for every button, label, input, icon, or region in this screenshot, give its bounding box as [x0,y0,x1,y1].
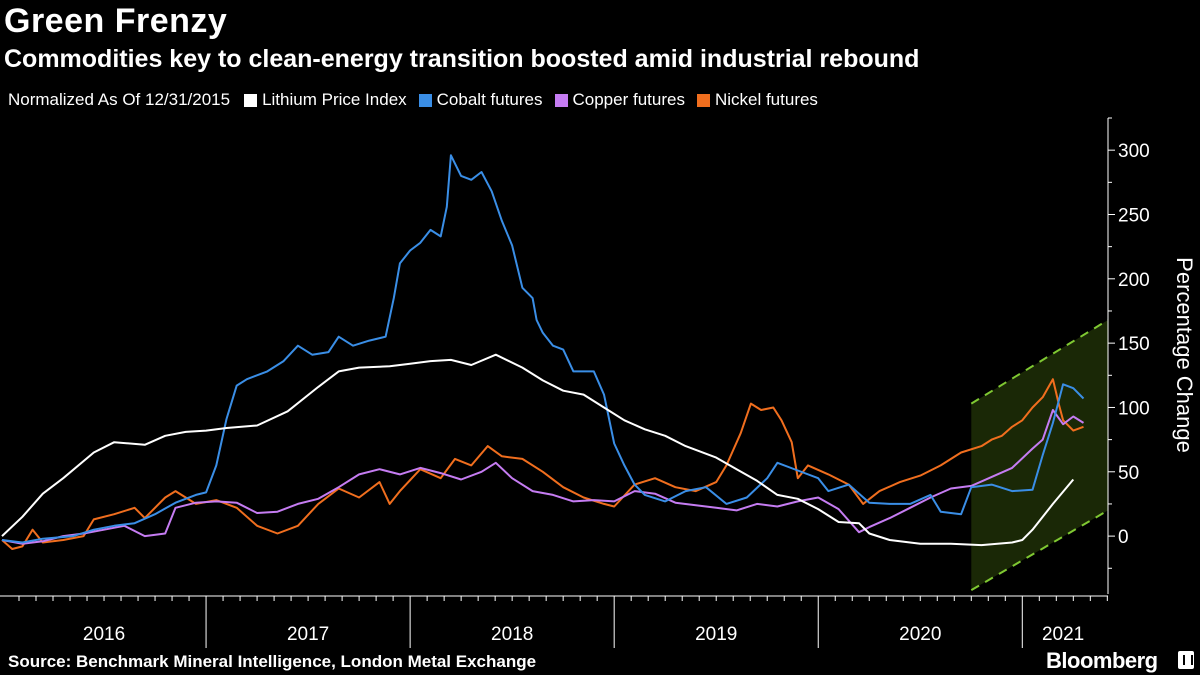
legend-label-cobalt: Cobalt futures [436,90,543,109]
legend-normalization-note: Normalized As Of 12/31/2015 [8,90,231,109]
y-tick-label-50: 50 [1118,463,1139,484]
y-tick-label-0: 0 [1118,527,1129,548]
series-line-cobalt [1,154,1085,544]
legend-item-copper: Copper futures [554,90,685,110]
y-tick-label-150: 150 [1118,334,1150,355]
x-tick-label-2017: 2017 [287,624,329,645]
legend-item-nickel: Nickel futures [696,90,818,110]
chart-title: Green Frenzy [4,2,228,40]
y-tick-label-200: 200 [1118,270,1150,291]
legend-item-cobalt: Cobalt futures [418,90,543,110]
y-tick-label-300: 300 [1118,141,1150,162]
chart-subtitle: Commodities key to clean-energy transiti… [4,45,920,73]
legend-swatch-nickel [696,93,710,107]
legend: Normalized As Of 12/31/2015 Lithium Pric… [8,90,830,110]
x-tick-label-2021: 2021 [1042,624,1084,645]
legend-label-nickel: Nickel futures [714,90,818,109]
legend-label-lithium: Lithium Price Index [262,90,407,109]
brand-icon [1178,651,1194,669]
x-tick-label-2019: 2019 [695,624,737,645]
legend-swatch-cobalt [418,93,432,107]
x-tick-label-2016: 2016 [83,624,125,645]
highlight-upper-dash [970,319,1109,405]
y-tick-label-250: 250 [1118,205,1150,226]
y-tick-label-100: 100 [1118,398,1150,419]
x-tick-label-2018: 2018 [491,624,533,645]
legend-swatch-lithium [244,93,258,107]
legend-item-lithium: Lithium Price Index [244,90,407,110]
series-line-nickel [1,378,1084,550]
series-line-lithium [1,353,1075,547]
y-axis-label: Percentage Change [1172,257,1197,453]
legend-swatch-copper [554,93,568,107]
brand-logo-text: Bloomberg [1046,648,1158,673]
x-tick-label-2020: 2020 [899,624,941,645]
legend-label-copper: Copper futures [572,90,685,109]
series-line-copper [1,409,1085,545]
highlight-lower-dash [970,509,1109,592]
source-note: Source: Benchmark Mineral Intelligence, … [8,652,537,671]
highlight-band [971,319,1108,591]
